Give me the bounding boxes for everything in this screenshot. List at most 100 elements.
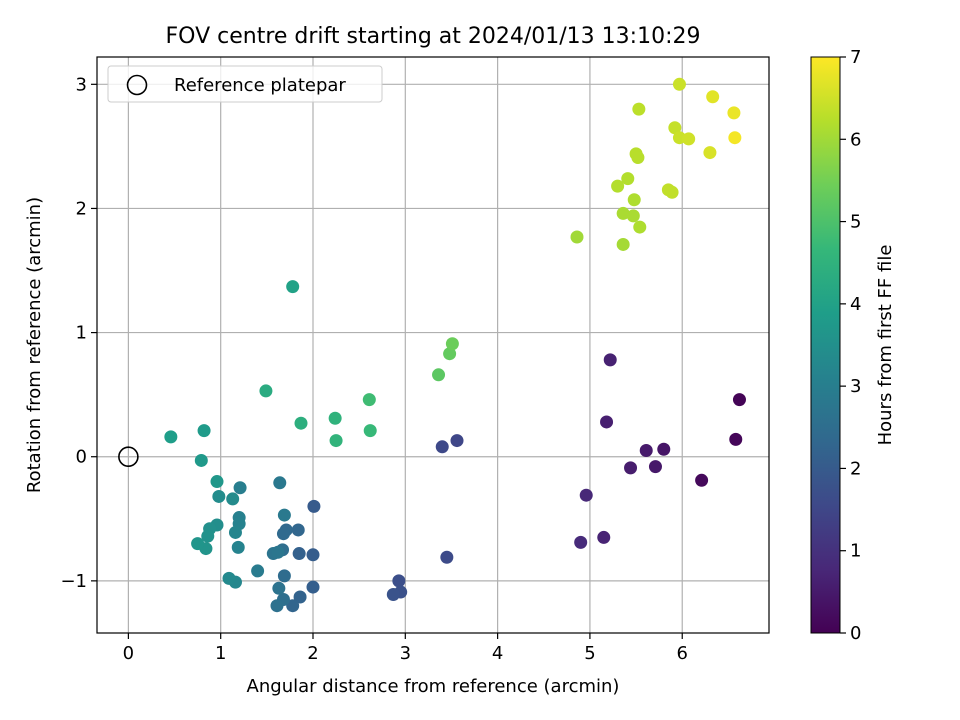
plot-frame: [96, 56, 770, 634]
chart-title: FOV centre drift starting at 2024/01/13 …: [166, 24, 701, 49]
colorbar-tick-label: 5: [850, 212, 861, 233]
scatter-point: [639, 444, 653, 458]
scatter-point: [574, 535, 588, 549]
scatter-point: [292, 547, 306, 561]
scatter-point: [632, 102, 646, 116]
scatter-point: [328, 411, 342, 425]
scatter-point: [665, 185, 679, 199]
scatter-point: [272, 581, 286, 595]
scatter-point: [450, 434, 464, 448]
scatter-point: [728, 131, 742, 145]
scatter-point: [624, 461, 638, 475]
scatter-point: [212, 489, 226, 503]
scatter-point: [271, 545, 285, 559]
scatter-point: [440, 550, 454, 564]
x-tick-label: 3: [400, 643, 411, 664]
scatter-point: [277, 508, 291, 522]
scatter-point: [259, 384, 273, 398]
scatter-point: [362, 393, 376, 407]
y-tick-label: 2: [76, 198, 87, 219]
scatter-point: [729, 432, 743, 446]
x-tick-label: 1: [215, 643, 226, 664]
colorbar-ticks: 0 1 2 3 4 5 6 7: [840, 47, 861, 644]
scatter-point: [164, 430, 178, 444]
scatter-point: [294, 416, 308, 430]
scatter-point: [210, 475, 224, 489]
scatter-point: [603, 353, 617, 367]
legend-entry-reference: Reference platepar: [174, 75, 346, 96]
legend-box: [107, 65, 383, 103]
x-tick-label: 4: [492, 643, 503, 664]
scatter-point: [616, 237, 630, 251]
scatter-point: [727, 106, 741, 120]
scatter-point: [732, 393, 746, 407]
y-tick-label: 0: [76, 447, 87, 468]
x-tick-label: 0: [123, 643, 134, 664]
x-axis-label: Angular distance from reference (arcmin): [247, 676, 620, 697]
colorbar-tick-label: 2: [850, 458, 861, 479]
scatter-point: [293, 590, 307, 604]
scatter-point: [668, 121, 682, 135]
scatter-point: [648, 460, 662, 474]
scatter-point: [286, 599, 300, 613]
scatter-point: [621, 172, 635, 186]
scatter-point: [277, 569, 291, 583]
scatter-point: [597, 530, 611, 544]
scatter-point: [270, 599, 284, 613]
scatter-point: [276, 527, 290, 541]
legend: Reference platepar: [107, 65, 383, 103]
colorbar: 0 1 2 3 4 5 6 7 Hours from first FF file: [810, 47, 896, 644]
scatter-point: [627, 193, 641, 207]
x-tick-label: 5: [584, 643, 595, 664]
scatter-point: [706, 90, 720, 104]
scatter-point: [616, 206, 630, 220]
scatter-point: [626, 209, 640, 223]
scatter-point: [611, 179, 625, 193]
scatter-points: [164, 77, 746, 613]
colorbar-tick-label: 6: [850, 129, 861, 150]
scatter-point: [386, 588, 400, 602]
scatter-point: [191, 537, 205, 551]
x-tick-label: 2: [307, 643, 318, 664]
scatter-point: [306, 548, 320, 562]
scatter-point: [570, 230, 584, 244]
colorbar-tick-label: 4: [850, 294, 861, 315]
scatter-point: [579, 488, 593, 502]
scatter-point: [286, 280, 300, 294]
y-axis-ticks: −1 0 1 2 3: [60, 74, 97, 592]
scatter-point: [194, 453, 208, 467]
scatter-point: [307, 499, 321, 513]
scatter-point: [233, 481, 247, 495]
scatter-point: [228, 525, 242, 539]
y-tick-label: 3: [76, 74, 87, 95]
scatter-point: [695, 473, 709, 487]
colorbar-tick-label: 7: [850, 47, 861, 68]
scatter-point: [273, 476, 287, 490]
scatter-point: [631, 151, 645, 165]
scatter-point: [445, 337, 459, 351]
legend-marker-icon: [126, 74, 148, 96]
scatter-point: [306, 580, 320, 594]
scatter-point: [392, 574, 406, 588]
scatter-point: [291, 523, 305, 537]
grid-lines: [97, 57, 769, 633]
colorbar-gradient: [810, 56, 841, 634]
colorbar-tick-label: 1: [850, 541, 861, 562]
scatter-point: [432, 368, 446, 382]
scatter-point: [251, 564, 265, 578]
reference-platepar-marker: [118, 446, 139, 468]
scatter-point: [231, 540, 245, 554]
scatter-point: [657, 442, 671, 456]
scatter-point: [600, 415, 614, 429]
scatter-point: [703, 146, 717, 160]
scatter-point: [672, 77, 686, 91]
y-tick-label: 1: [76, 323, 87, 344]
scatter-point: [329, 434, 343, 448]
x-tick-label: 6: [677, 643, 688, 664]
scatter-point: [222, 571, 236, 585]
scatter-point: [633, 220, 647, 234]
colorbar-tick-label: 3: [850, 376, 861, 397]
scatter-point: [682, 132, 696, 146]
y-tick-label: −1: [60, 571, 87, 592]
scatter-point: [201, 529, 215, 543]
